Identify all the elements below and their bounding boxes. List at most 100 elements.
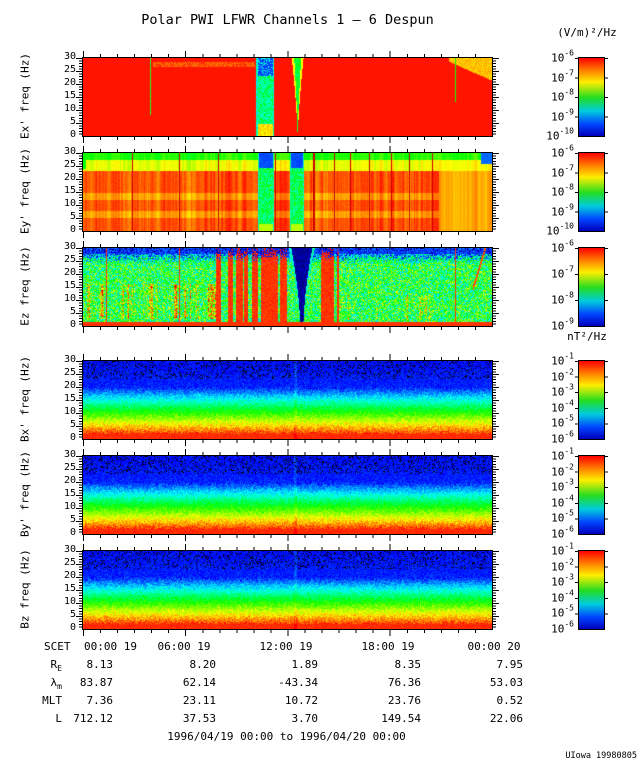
y-tick-label: 10 bbox=[63, 103, 76, 114]
colorbar-tick-label: 10-6 bbox=[551, 48, 574, 65]
axis-ticks bbox=[83, 630, 492, 636]
ephemeris-row-re: RE 8.13 8.20 1.89 8.35 7.95 bbox=[0, 658, 640, 674]
ephemeris-row-label: λm bbox=[50, 676, 62, 692]
y-tick-label: 25 bbox=[63, 159, 76, 170]
ephemeris-value: 7.95 bbox=[496, 658, 524, 671]
colorbar-gradient bbox=[579, 58, 604, 136]
ephemeris-value: -43.34 bbox=[278, 676, 318, 689]
axis-ticks bbox=[79, 248, 82, 326]
panel-bz: Bz freq (Hz) 30 25 20 15 10 5 0 10-1 10-2 10-3 10-4… bbox=[0, 542, 640, 636]
electric-units-label: (V/m)²/Hz bbox=[557, 26, 617, 39]
y-tick-label: 0 bbox=[69, 527, 76, 538]
colorbar-tick-label: 10-6 bbox=[551, 619, 574, 636]
axis-ticks bbox=[493, 248, 499, 326]
axis-ticks bbox=[83, 357, 492, 360]
time-tick-label: 18:00 19 bbox=[361, 640, 415, 653]
colorbar-tick-label: 10-5 bbox=[551, 509, 574, 525]
colorbar-tick-label: 10-5 bbox=[551, 414, 574, 430]
ephemeris-value: 7.36 bbox=[86, 694, 114, 707]
colorbar-tick-label: 10-4 bbox=[551, 588, 574, 605]
y-tick-label: 15 bbox=[63, 280, 76, 291]
axis-ticks bbox=[493, 153, 499, 231]
colorbar-tick-label: 10-3 bbox=[551, 477, 574, 494]
axis-ticks bbox=[79, 456, 82, 534]
colorbar-ticks bbox=[575, 361, 578, 439]
colorbar-ticks bbox=[575, 58, 578, 136]
y-tick-label: 30 bbox=[63, 146, 76, 157]
spectrogram-plot-by bbox=[76, 449, 499, 541]
spectrogram-canvas-ez bbox=[83, 248, 492, 326]
y-tick-label: 10 bbox=[63, 406, 76, 417]
colorbar-tick-label: 10-4 bbox=[551, 398, 574, 415]
y-tick-label: 20 bbox=[63, 380, 76, 391]
ephemeris-value: 23.11 bbox=[182, 694, 216, 707]
axis-ticks bbox=[76, 153, 82, 231]
colorbar-ticks bbox=[605, 58, 608, 136]
y-axis-label-ex: Ex' freq (Hz) bbox=[18, 52, 32, 140]
ephemeris-value: 149.54 bbox=[381, 712, 421, 725]
y-tick-label: 25 bbox=[63, 254, 76, 265]
y-tick-label: 30 bbox=[63, 241, 76, 252]
ephemeris-value: 10.72 bbox=[284, 694, 318, 707]
y-tick-label: 20 bbox=[63, 267, 76, 278]
time-tick-label: 00:00 20 bbox=[467, 640, 521, 653]
y-tick-label: 20 bbox=[63, 172, 76, 183]
colorbar-tick-label: 10-7 bbox=[551, 264, 574, 281]
y-tick-label: 5 bbox=[69, 116, 76, 127]
axis-ticks bbox=[83, 149, 492, 152]
y-tick-label: 0 bbox=[69, 622, 76, 633]
axis-ticks bbox=[493, 58, 499, 136]
axis-ticks bbox=[83, 452, 492, 455]
colorbar-gradient bbox=[579, 551, 604, 629]
axis-ticks bbox=[83, 630, 492, 633]
colorbar-ticks bbox=[575, 153, 578, 231]
y-tick-label: 10 bbox=[63, 198, 76, 209]
spectrogram-plot-ex bbox=[76, 51, 499, 143]
colorbar-tick-label: 10-6 bbox=[551, 238, 574, 255]
axis-ticks bbox=[76, 551, 82, 629]
spectrogram-canvas-bz bbox=[83, 551, 492, 629]
ephemeris-row-l: L 712.12 37.53 3.70 149.54 22.06 bbox=[0, 712, 640, 726]
ephemeris-value: 53.03 bbox=[489, 676, 523, 689]
axis-ticks bbox=[76, 248, 82, 326]
ephemeris-value: 76.36 bbox=[387, 676, 421, 689]
colorbar-tick-label: 10-2 bbox=[551, 367, 574, 383]
y-tick-label: 0 bbox=[69, 224, 76, 235]
y-tick-label: 5 bbox=[69, 306, 76, 317]
ephemeris-row-label: RE bbox=[50, 658, 62, 674]
ephemeris-row-label: MLT bbox=[42, 694, 62, 707]
spectrogram-canvas-by bbox=[83, 456, 492, 534]
ephemeris-value: 712.12 bbox=[73, 712, 113, 725]
y-tick-label: 30 bbox=[63, 544, 76, 555]
y-tick-label: 15 bbox=[63, 583, 76, 594]
ephemeris-value: 3.70 bbox=[291, 712, 319, 725]
y-tick-label: 15 bbox=[63, 393, 76, 404]
colorbar-tick-label: 10-3 bbox=[551, 382, 574, 399]
time-tick-label: 06:00 19 bbox=[157, 640, 211, 653]
spectrogram-canvas-bx bbox=[83, 361, 492, 439]
panel-by: By' freq (Hz) 30 25 20 15 10 5 0 10-1 10-2 10-3 10-… bbox=[0, 447, 640, 541]
colorbar-ey bbox=[575, 152, 608, 232]
axis-ticks bbox=[83, 354, 492, 360]
axis-ticks bbox=[83, 547, 492, 550]
colorbar-ticks bbox=[575, 551, 578, 629]
colorbar-bx bbox=[575, 360, 608, 440]
axis-ticks bbox=[79, 551, 82, 629]
panel-ey: Ey' freq (Hz) 30 25 20 15 10 5 0 10-6 10-7 10-8 10-… bbox=[0, 144, 640, 238]
y-tick-label: 15 bbox=[63, 488, 76, 499]
axis-ticks bbox=[83, 232, 492, 235]
colorbar-tick-label: 10-4 bbox=[551, 493, 574, 510]
ephemeris-value: 8.20 bbox=[189, 658, 217, 671]
panel-ex: Ex' freq (Hz) 30 25 20 15 10 5 0 10-6 10-7 10-8 10-… bbox=[0, 49, 640, 143]
axis-ticks bbox=[83, 137, 492, 143]
colorbar-tick-label: 10-2 bbox=[551, 462, 574, 478]
ephemeris-value: 22.06 bbox=[489, 712, 523, 725]
y-axis-label-ez: Ez freq (Hz) bbox=[18, 246, 32, 326]
axis-ticks bbox=[83, 535, 492, 541]
y-axis-label-bz: Bz freq (Hz) bbox=[18, 549, 32, 629]
y-tick-label: 0 bbox=[69, 432, 76, 443]
axis-ticks bbox=[83, 327, 492, 330]
axis-ticks bbox=[79, 58, 82, 136]
y-tick-label: 30 bbox=[63, 51, 76, 62]
axis-ticks bbox=[79, 153, 82, 231]
